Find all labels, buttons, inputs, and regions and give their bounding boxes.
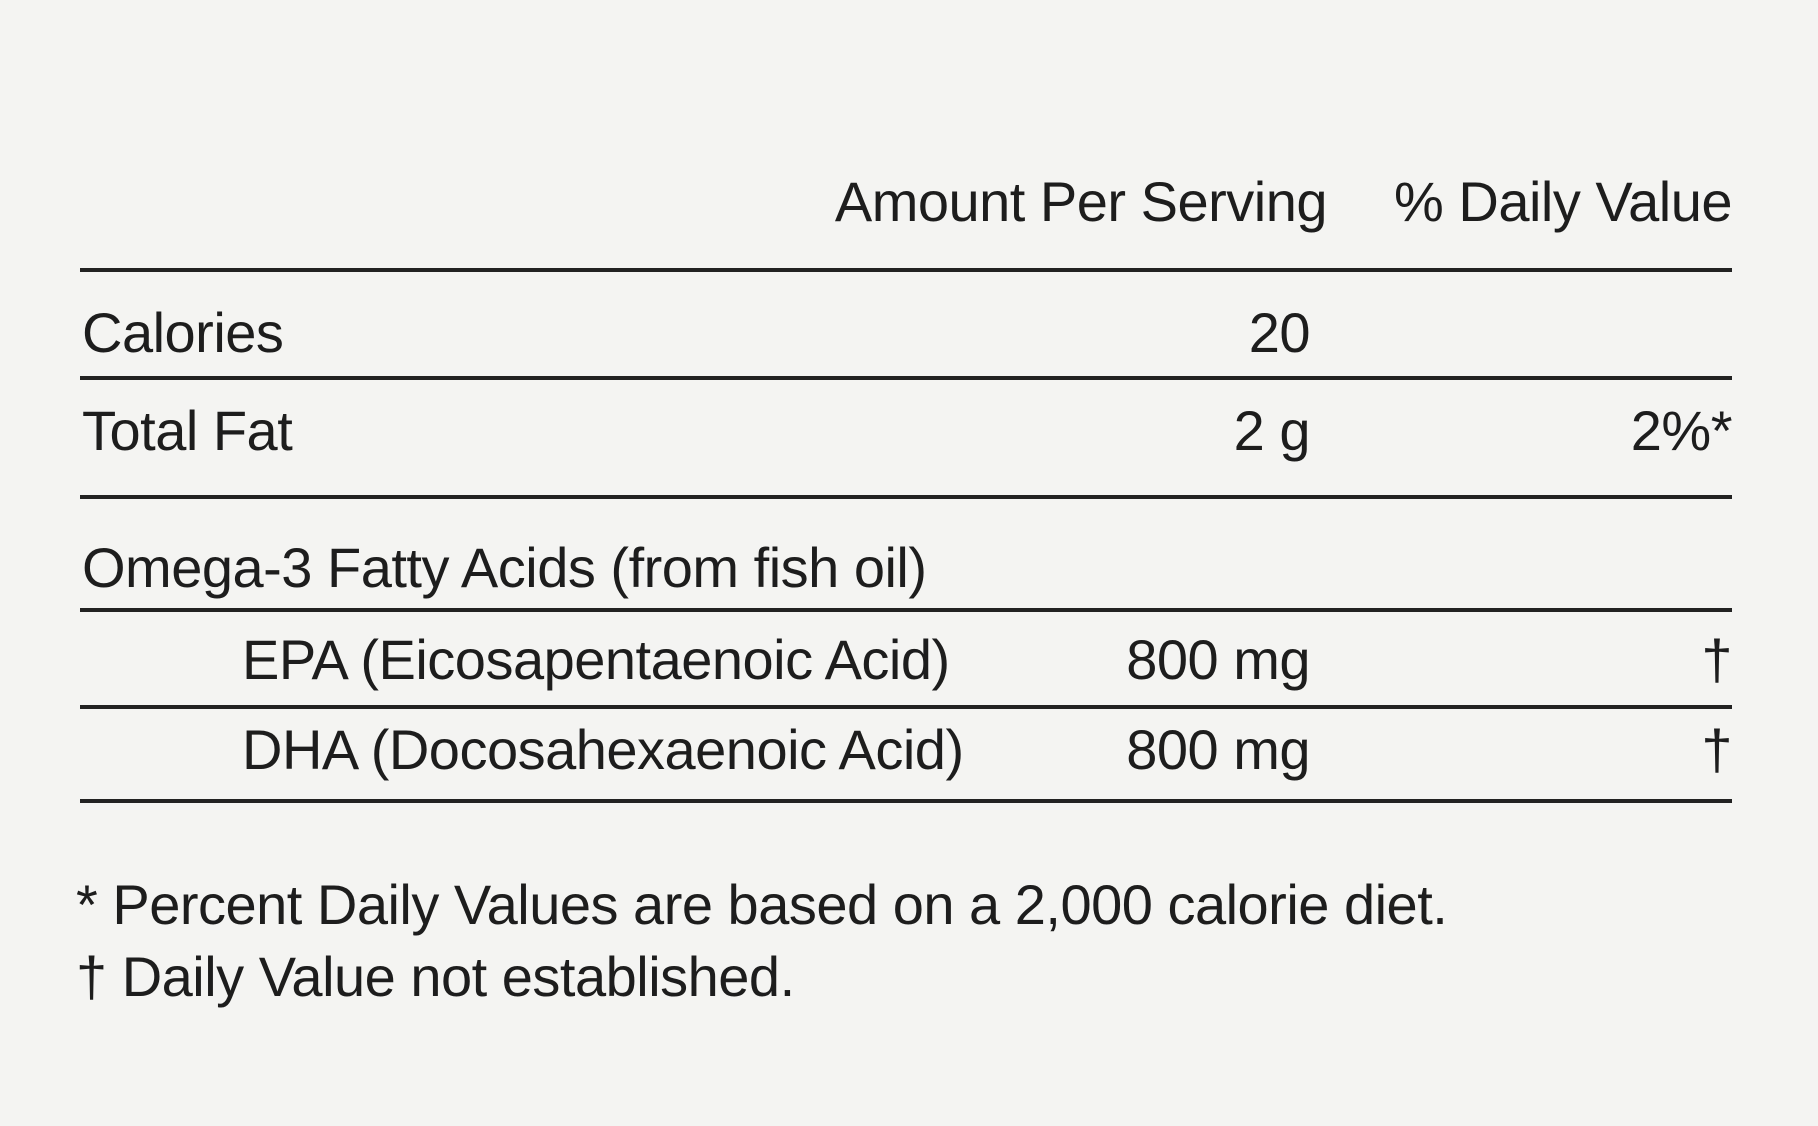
divider-line-below-omega3	[80, 608, 1732, 612]
dha-amount: 800 mg	[1126, 718, 1310, 781]
divider-line-below-total-fat	[80, 495, 1732, 499]
row-total-fat: Total Fat 2 g 2%*	[80, 399, 1733, 462]
divider-line-below-header	[80, 268, 1732, 272]
row-omega3-fatty-acids: Omega-3 Fatty Acids (from fish oil)	[80, 538, 1732, 598]
dha-daily-value-dagger: †	[1701, 718, 1732, 781]
dha-label: DHA (Docosahexaenoic Acid)	[242, 718, 964, 781]
column-header-percent-daily-value: % Daily Value	[1394, 170, 1732, 233]
divider-line-below-calories	[80, 376, 1732, 380]
calories-amount: 20	[1248, 301, 1311, 364]
divider-line-below-epa	[80, 705, 1732, 709]
calories-label: Calories	[82, 301, 284, 364]
epa-label: EPA (Eicosapentaenoic Acid)	[242, 628, 950, 691]
column-header-amount-per-serving: Amount Per Serving	[834, 170, 1328, 233]
column-header-row: Amount Per Serving % Daily Value	[80, 170, 1733, 233]
row-epa: EPA (Eicosapentaenoic Acid) 800 mg †	[80, 630, 1732, 690]
row-dha: DHA (Docosahexaenoic Acid) 800 mg †	[80, 720, 1732, 780]
total-fat-daily-value: 2%*	[1630, 399, 1733, 462]
epa-amount: 800 mg	[1126, 628, 1310, 691]
footnote-percent-daily-values: * Percent Daily Values are based on a 2,…	[76, 873, 1448, 936]
omega3-fatty-acids-label: Omega-3 Fatty Acids (from fish oil)	[82, 536, 927, 599]
divider-line-below-dha	[80, 799, 1732, 803]
row-calories: Calories 20	[80, 303, 1732, 363]
footnote-daily-value-not-established: † Daily Value not established.	[76, 945, 795, 1008]
epa-daily-value-dagger: †	[1701, 628, 1732, 691]
total-fat-amount: 2 g	[1233, 399, 1311, 462]
supplement-facts-panel: Amount Per Serving % Daily Value Calorie…	[76, 0, 1733, 1126]
total-fat-label: Total Fat	[82, 399, 293, 462]
